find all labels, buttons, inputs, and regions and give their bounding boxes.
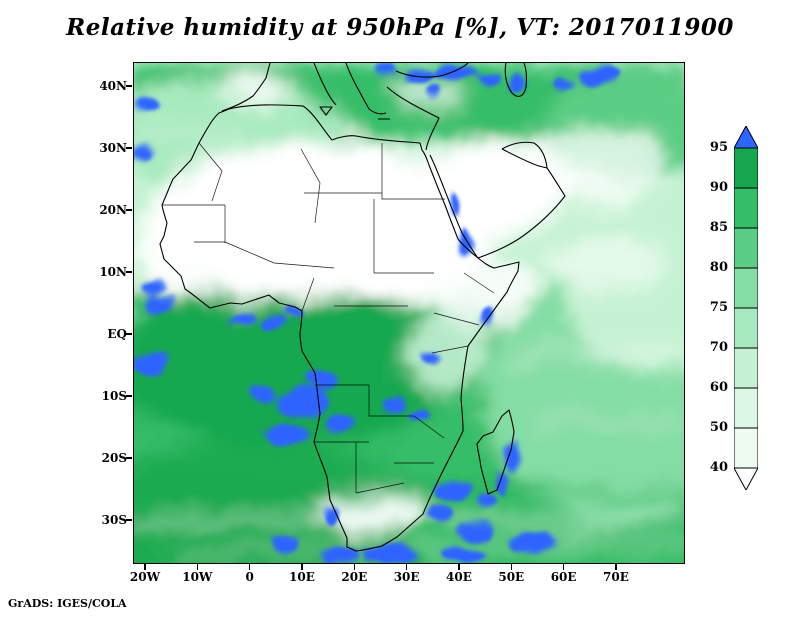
x-tick-mark [301,564,303,570]
x-tick-label: 10E [289,570,315,584]
y-tick-mark [126,209,132,211]
x-tick-label: 30E [393,570,420,584]
italy-coast [313,63,337,116]
caspian-sea-coast [504,63,527,97]
turkey-levant-coast [386,86,440,151]
africa-coastline [159,104,520,552]
y-tick-label: 10S [101,389,127,403]
x-tick-label: 40E [446,570,472,584]
attribution-text: GrADS: IGES/COLA [8,597,127,610]
y-tick-mark [126,85,132,87]
y-tick-label: 20S [101,451,127,465]
x-tick-mark [562,564,565,570]
x-tick-mark [196,564,199,570]
y-tick-mark [126,395,132,397]
humidity-map [134,63,684,563]
colorbar-tick-label: 80 [709,260,728,275]
page-title: Relative humidity at 950hPa [%], VT: 201… [66,14,734,41]
x-tick-mark [510,564,513,570]
y-tick-mark [126,271,132,273]
x-tick-mark [458,564,460,570]
x-tick-label: 20W [129,570,161,584]
colorbar-tick-label: 75 [709,300,728,315]
colorbar-tick-label: 60 [709,380,728,395]
y-tick-label: 20N [99,203,127,217]
y-tick-mark [126,333,132,335]
y-tick-mark [126,519,132,521]
balkans-greece-coast [345,63,390,120]
y-tick-label: 30N [99,141,127,155]
x-tick-label: 60E [550,570,577,584]
x-tick-mark [405,564,408,570]
colorbar-tick-label: 50 [709,420,728,435]
colorbar [733,124,759,492]
y-tick-mark [126,147,132,149]
x-tick-label: 70E [603,570,629,584]
x-tick-label: 10W [182,570,213,584]
black-sea-coast [395,63,469,78]
colorbar-tick-label: 90 [709,180,728,195]
x-tick-mark [353,564,356,570]
x-tick-mark [144,564,146,570]
arabia-coast [429,141,566,259]
x-tick-label: 0 [245,570,254,584]
saturated-patches-layer [134,65,621,563]
x-tick-label: 20E [341,570,368,584]
y-tick-label: EQ [107,327,127,341]
y-tick-mark [126,457,132,459]
colorbar-tick-label: 70 [709,340,728,355]
map-plot-frame [133,62,685,564]
x-tick-mark [248,564,251,570]
y-tick-label: 40N [99,79,127,93]
iberia-coast [221,63,271,112]
madagascar-coastline [476,409,515,495]
x-tick-mark [615,564,617,570]
humidity-shading-layer [134,63,684,563]
x-tick-label: 50E [498,570,525,584]
coastlines-layer [159,63,566,552]
colorbar-wrap [733,124,759,492]
y-tick-label: 30S [101,513,127,527]
y-tick-label: 10N [99,265,127,279]
colorbar-tick-label: 40 [709,460,728,475]
colorbar-tick-label: 85 [709,220,728,235]
colorbar-tick-label: 95 [709,140,728,155]
country-borders-layer [162,142,495,494]
